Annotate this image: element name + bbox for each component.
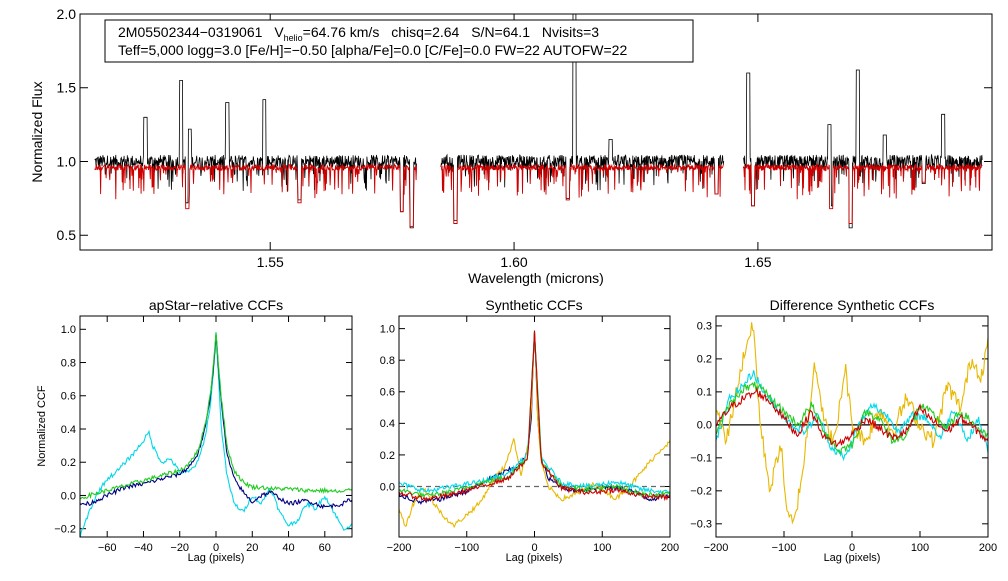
apstar-series-line: [80, 332, 352, 500]
ytick-label: −0.3: [690, 519, 712, 531]
spectrum-frame: [79, 13, 993, 251]
xtick-label: 100: [593, 542, 611, 554]
annotation-v-prefix: V: [274, 24, 284, 40]
ytick-label: 0.3: [697, 321, 712, 333]
ytick-label: 0.8: [61, 357, 76, 369]
annotation-chisq: chisq=2.64: [391, 24, 459, 40]
xtick-label: 1.55: [257, 254, 284, 270]
synthetic-panel: −200 −100 0 100 200 0.0 0.2 0.4 0.6 0.8 1.0: [380, 316, 679, 554]
ytick-label: 0.0: [61, 490, 76, 502]
difference-frame: [715, 315, 989, 538]
xtick-label: −200: [704, 542, 729, 554]
xtick-label: −20: [170, 542, 189, 554]
xtick-label: 60: [319, 542, 331, 554]
ytick-label: 1.5: [57, 80, 77, 96]
synthetic-series-line: [399, 330, 670, 502]
synthetic-xlabel: Lag (pixels): [506, 552, 563, 564]
apstar-xlabel: Lag (pixels): [188, 552, 245, 564]
spectrum-ylabel: Normalized Flux: [29, 81, 45, 182]
synthetic-frame: [398, 315, 671, 538]
annotation-v-value: =64.76 km/s: [303, 24, 380, 40]
spectrum-observed-line: [743, 69, 983, 229]
apstar-title: apStar−relative CCFs: [149, 297, 283, 313]
annotation-nvisits: Nvisits=3: [542, 24, 599, 40]
xtick-label: 20: [246, 542, 258, 554]
spectrum-model-line: [94, 162, 417, 227]
spectrum-observed-line: [94, 80, 417, 229]
annotation-line2: Teff=5,000 logg=3.0 [Fe/H]=−0.50 [alpha/…: [118, 42, 627, 58]
apstar-ylabel: Normalized CCF: [36, 385, 48, 467]
ytick-label: 2.0: [57, 6, 77, 22]
xtick-label: −100: [454, 542, 479, 554]
ytick-label: −0.1: [690, 453, 712, 465]
ytick-label: 0.4: [61, 424, 76, 436]
xtick-label: 0: [213, 542, 219, 554]
xtick-label: 200: [979, 542, 997, 554]
spectrum-xlabel: Wavelength (microns): [468, 270, 604, 286]
svg-text:2M05502344−0319061 Vheli: 2M05502344−0319061 Vhelio=64.76 km/s chi…: [118, 24, 599, 43]
ytick-label: 0.0: [697, 420, 712, 432]
annotation-star-id: 2M05502344−0319061: [118, 24, 263, 40]
xtick-label: 1.60: [500, 254, 527, 270]
apstar-panel: −60 −40 −20 0 20 40 60 −0.2 0.0 0.2 0.4 0.6 0.8 1.0: [54, 316, 352, 554]
xtick-label: 200: [661, 542, 679, 554]
ytick-label: 0.6: [61, 391, 76, 403]
spectrum-model-line: [742, 163, 983, 224]
ytick-label: 0.6: [380, 387, 395, 399]
spectrum-model-line: [440, 163, 725, 224]
xtick-label: 40: [282, 542, 294, 554]
xtick-label: 0: [849, 542, 855, 554]
ytick-label: 0.1: [697, 387, 712, 399]
ytick-label: −0.2: [690, 486, 712, 498]
spectrum-annotation: 2M05502344−0319061 Vhelio=64.76 km/s chi…: [104, 19, 694, 63]
apstar-series-line: [80, 332, 352, 537]
synthetic-title: Synthetic CCFs: [485, 297, 582, 313]
ytick-label: 0.2: [380, 450, 395, 462]
ytick-label: 0.0: [380, 481, 395, 493]
spectrum-observed-line: [440, 14, 725, 221]
ytick-label: −0.2: [54, 524, 76, 536]
difference-title: Difference Synthetic CCFs: [770, 297, 935, 313]
ytick-label: 1.0: [380, 323, 395, 335]
xtick-label: −60: [98, 542, 117, 554]
annotation-v-subscript: helio: [284, 33, 303, 43]
ytick-label: 0.8: [380, 355, 395, 367]
apstar-frame: [79, 315, 353, 538]
difference-xlabel: Lag (pixels): [824, 552, 881, 564]
ytick-label: 1.0: [57, 153, 77, 169]
xtick-label: −100: [772, 542, 797, 554]
xtick-label: −200: [387, 542, 412, 554]
difference-series-line: [716, 381, 988, 454]
xtick-label: −40: [134, 542, 153, 554]
difference-series-line: [716, 322, 988, 525]
xtick-label: 1.65: [744, 254, 771, 270]
difference-series-line: [716, 370, 988, 462]
xtick-label: 100: [911, 542, 929, 554]
ytick-label: 0.4: [380, 418, 395, 430]
ytick-label: 0.5: [57, 227, 77, 243]
ytick-label: 0.2: [61, 457, 76, 469]
difference-series-line: [716, 387, 988, 448]
ytick-label: 0.2: [697, 354, 712, 366]
ytick-label: 1.0: [61, 324, 76, 336]
annotation-snr: S/N=64.1: [471, 24, 530, 40]
xtick-label: 0: [531, 542, 537, 554]
